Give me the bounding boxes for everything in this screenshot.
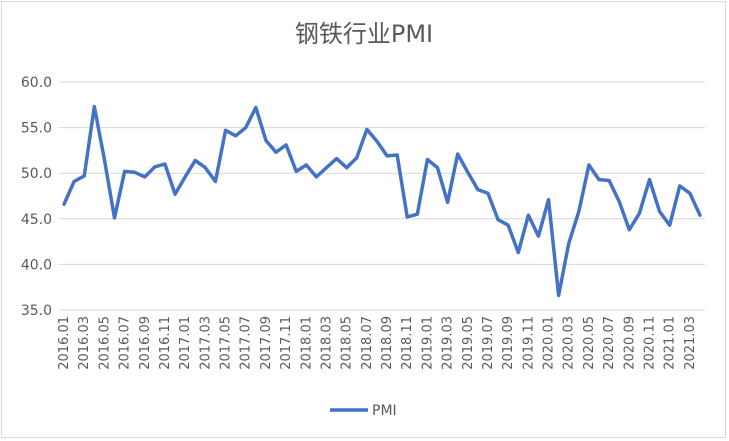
x-tick-label: 2021.01	[663, 316, 678, 370]
y-tick-label: 50.0	[21, 166, 52, 182]
x-tick-label: 2019.09	[501, 316, 516, 370]
x-tick-label: 2016.09	[138, 316, 153, 370]
x-tick-label: 2020.09	[622, 316, 637, 370]
x-tick-label: 2019.11	[521, 316, 536, 370]
x-tick-label: 2017.07	[239, 316, 254, 370]
x-tick-label: 2019.07	[481, 316, 496, 370]
x-tick-label: 2018.05	[340, 316, 355, 370]
chart-title: 钢铁行业PMI	[295, 20, 433, 48]
x-tick-label: 2020.05	[582, 316, 597, 370]
x-tick-label: 2020.11	[642, 316, 657, 370]
legend-label-pmi: PMI	[372, 403, 397, 419]
x-tick-label: 2018.07	[360, 316, 375, 370]
y-tick-label: 45.0	[21, 212, 52, 228]
series-line-pmi	[62, 104, 702, 298]
y-tick-label: 55.0	[21, 121, 52, 137]
y-axis-ticks: 35.0 40.0 45.0 50.0 55.0 60.0	[21, 75, 52, 319]
y-tick-label: 60.0	[21, 75, 52, 91]
x-tick-label: 2021.03	[683, 316, 698, 370]
x-tick-label: 2020.01	[542, 316, 557, 370]
x-tick-label: 2017.05	[219, 316, 234, 370]
x-tick-label: 2016.11	[158, 316, 173, 370]
x-tick-label: 2016.07	[118, 316, 133, 370]
x-axis-ticks: 2016.01 2016.03 2016.05 2016.07 2016.09 2016.…	[57, 316, 698, 370]
x-tick-label: 2019.05	[461, 316, 476, 370]
x-tick-label: 2017.09	[259, 316, 274, 370]
x-tick-label: 2016.03	[77, 316, 92, 370]
y-tick-label: 35.0	[21, 303, 52, 319]
x-tick-label: 2020.03	[562, 316, 577, 370]
x-tick-label: 2017.01	[178, 316, 193, 370]
x-tick-label: 2019.03	[441, 316, 456, 370]
x-tick-label: 2020.07	[602, 316, 617, 370]
gridlines	[59, 81, 705, 265]
y-tick-label: 40.0	[21, 257, 52, 273]
x-tick-label: 2018.11	[400, 316, 415, 370]
legend: PMI	[330, 403, 397, 419]
series-group	[62, 104, 702, 298]
x-tick-label: 2016.05	[97, 316, 112, 370]
x-tick-label: 2018.09	[380, 316, 395, 370]
x-tick-label: 2016.01	[57, 316, 72, 370]
x-tick-label: 2018.01	[299, 316, 314, 370]
x-tick-label: 2019.01	[420, 316, 435, 370]
x-tick-label: 2018.03	[319, 316, 334, 370]
x-tick-label: 2017.11	[279, 316, 294, 370]
x-tick-label: 2017.03	[198, 316, 213, 370]
